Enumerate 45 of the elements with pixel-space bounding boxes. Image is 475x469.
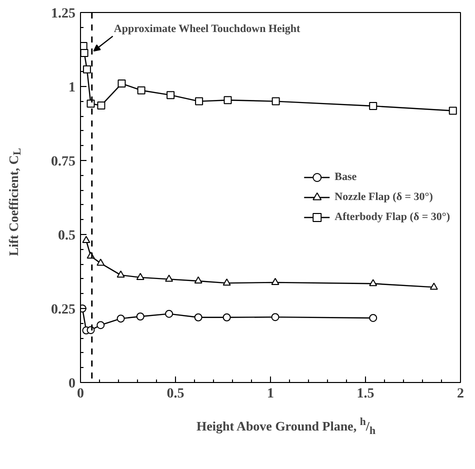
point [448,106,457,115]
y-tick-label: 0.75 [51,154,76,170]
point [136,272,144,280]
point [430,282,438,290]
point [165,274,174,282]
y-tick-label: 1.25 [51,6,76,22]
point [96,321,105,330]
point [116,270,125,278]
point [118,80,126,88]
point [116,314,125,323]
point [369,102,378,110]
point [224,96,232,104]
point [271,278,280,285]
point [137,86,146,94]
legend-label: Nozzle Flap (δ = 30°) [334,191,433,203]
point [80,49,88,58]
point [166,91,175,100]
point [222,313,231,322]
y-tick-label: 0.5 [58,228,76,244]
x-axis-title: Height Above Ground Plane, $^{h}$/$_{h}$ [195,415,377,439]
point [195,97,204,106]
point [97,101,106,110]
point [272,97,280,106]
point [86,100,95,108]
point [194,276,202,284]
point [369,314,378,322]
x-tick-label: 1.5 [356,386,374,402]
x-tick-label: 1 [267,386,274,402]
y-tick-label: 1 [68,80,76,96]
point [82,236,90,243]
x-tick-label: 0.5 [166,386,184,402]
annotation: Approximate Wheel Touchdown Height [114,22,301,35]
legend-label: Afterbody Flap (δ = 30°) [334,211,450,223]
point [165,310,174,318]
point [222,278,231,286]
y-tick-label: 0 [68,376,76,392]
point [369,279,378,286]
point [96,258,105,266]
point [136,312,144,320]
y-tick-label: 0.25 [51,302,76,318]
x-tick-label: 2 [457,386,464,402]
point [194,313,202,322]
point [271,313,280,322]
legend-label: Base [334,171,357,183]
point [82,65,91,74]
